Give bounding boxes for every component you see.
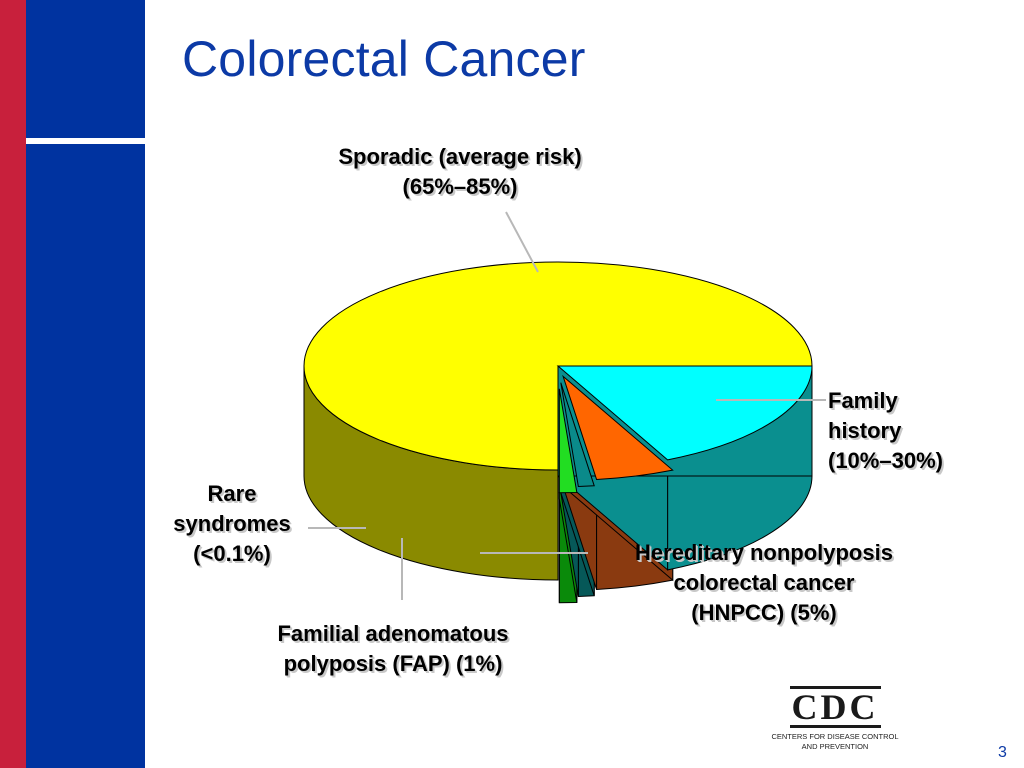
blue-side-bar (26, 0, 145, 768)
slide-title: Colorectal Cancer (182, 31, 586, 87)
label-rare-line3: (<0.1%) (193, 541, 271, 566)
leader-line-0 (505, 211, 539, 273)
label-hnpcc-line1: Hereditary nonpolyposis (635, 540, 893, 565)
label-family-history: Family history (10%–30%) (828, 386, 988, 476)
cdc-subtitle-line1: CENTERS FOR DISEASE CONTROL (771, 732, 899, 741)
label-hnpcc: Hereditary nonpolyposis colorectal cance… (592, 538, 936, 628)
label-hnpcc-line2: colorectal cancer (673, 570, 855, 595)
label-rare-syndromes: Rare syndromes (<0.1%) (152, 479, 312, 569)
pie-slice-2 (562, 374, 674, 480)
pie-slice-0 (303, 261, 813, 471)
cdc-logo-mark: CDC (789, 686, 881, 728)
label-rare-line2: syndromes (173, 511, 291, 536)
label-fap-line1: Familial adenomatous (277, 621, 509, 646)
pie-slice-1 (556, 365, 813, 461)
white-divider (26, 138, 145, 144)
label-rare-line1: Rare (207, 481, 257, 506)
label-hnpcc-line3: (HNPCC) (5%) (691, 600, 837, 625)
label-fap-line2: polyposis (FAP) (1%) (283, 651, 503, 676)
label-sporadic-line1: Sporadic (average risk) (338, 144, 582, 169)
label-sporadic-line2: (65%–85%) (402, 174, 518, 199)
pie-sides (303, 261, 813, 604)
label-family-line1: Family (828, 388, 898, 413)
pie-slice-3 (560, 382, 595, 487)
red-side-bar (0, 0, 26, 768)
cdc-logo: CDC CENTERS FOR DISEASE CONTROL AND PREV… (760, 686, 910, 752)
label-family-line3: (10%–30%) (828, 448, 943, 473)
label-fap: Familial adenomatous polyposis (FAP) (1%… (240, 619, 546, 679)
leader-lines (308, 211, 826, 600)
label-family-line2: history (828, 418, 902, 443)
cdc-logo-subtitle: CENTERS FOR DISEASE CONTROL AND PREVENTI… (760, 732, 910, 752)
page-number: 3 (998, 744, 1007, 761)
cdc-subtitle-line2: AND PREVENTION (801, 742, 869, 751)
label-sporadic: Sporadic (average risk) (65%–85%) (300, 142, 620, 202)
pie-slice-4 (558, 388, 578, 494)
